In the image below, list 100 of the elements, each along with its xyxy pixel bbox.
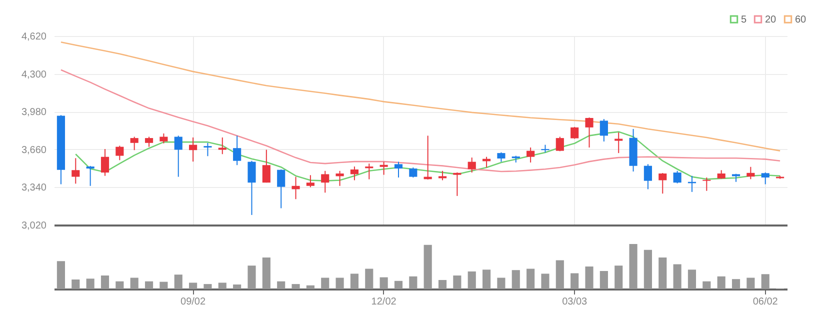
y-tick-label: 4,620 (21, 32, 47, 42)
bar (130, 278, 138, 289)
candlestick (248, 160, 256, 216)
bar (482, 270, 491, 289)
bar (570, 273, 579, 289)
candlestick (365, 163, 374, 180)
bar (365, 268, 374, 289)
bar (189, 282, 198, 289)
candlestick (600, 118, 608, 142)
bar (380, 277, 388, 289)
y-tick-label: 3,340 (21, 182, 47, 194)
bar (336, 278, 344, 289)
line-series (60, 41, 781, 152)
candlestick (306, 174, 314, 188)
candlestick (409, 166, 418, 178)
candlestick (468, 157, 476, 174)
candlestick (218, 136, 226, 155)
bar (174, 274, 182, 289)
legend-label: 20 (765, 14, 777, 26)
y-tick-label: 3,660 (21, 144, 47, 156)
candlestick (702, 177, 711, 192)
bar (144, 281, 154, 289)
bar (86, 278, 94, 289)
bar (233, 284, 242, 289)
candlestick (761, 172, 770, 185)
bar (72, 280, 80, 289)
candlestick (658, 172, 667, 194)
candlestick (100, 148, 110, 176)
candlestick (72, 158, 80, 184)
candlestick (144, 136, 154, 148)
bar (688, 270, 696, 289)
candlestick (292, 176, 300, 200)
bar (629, 244, 638, 289)
candlestick (394, 161, 403, 178)
candlestick (497, 152, 506, 162)
candlestick (570, 126, 579, 140)
candlestick (160, 132, 168, 144)
bar (497, 278, 506, 289)
candlestick (644, 164, 652, 190)
bar (585, 266, 594, 289)
candlestick (585, 117, 594, 148)
bar (644, 250, 652, 289)
bar (116, 281, 124, 289)
bar (673, 264, 682, 289)
candlestick (336, 170, 344, 186)
line-series (60, 69, 781, 172)
bar (100, 276, 110, 289)
bar (204, 284, 212, 289)
candlestick (116, 145, 124, 161)
legend-label: 5 (741, 14, 747, 26)
candlestick (380, 161, 388, 176)
y-tick-label: 4,300 (21, 69, 47, 80)
bar (761, 274, 770, 289)
bar (512, 270, 520, 289)
candlestick (556, 136, 564, 152)
bar (614, 266, 623, 289)
x-tick-label: 09/02 (180, 296, 206, 308)
candlestick (350, 166, 358, 181)
candlestick (262, 149, 270, 184)
legend-label: 60 (795, 14, 807, 26)
bar (541, 274, 550, 289)
bar (526, 268, 535, 289)
candlestick (673, 170, 682, 184)
bar (160, 282, 168, 289)
bar (600, 271, 608, 289)
bar (56, 261, 66, 289)
candlestick (174, 135, 182, 178)
bar (306, 285, 314, 289)
bar (321, 278, 330, 289)
bar (424, 244, 432, 289)
candlestick (86, 165, 94, 186)
bar (746, 278, 755, 289)
candlestick (746, 166, 755, 180)
bar (277, 281, 286, 289)
bar (218, 282, 226, 289)
candlestick (204, 142, 212, 157)
bar (717, 276, 726, 289)
x-tick-label: 06/02 (752, 296, 778, 308)
bar (248, 266, 256, 289)
candlestick (277, 168, 286, 209)
bar (468, 271, 476, 289)
candlestick (614, 132, 623, 154)
bar (350, 274, 358, 289)
bar (409, 276, 418, 289)
bar (556, 260, 564, 289)
x-tick-label: 12/02 (371, 296, 397, 308)
bar (394, 280, 403, 289)
y-tick-label: 3,020 (21, 220, 47, 232)
bar (658, 258, 667, 289)
candlestick (526, 147, 535, 164)
x-tick-label: 03/03 (562, 296, 588, 308)
candlestick (189, 136, 198, 162)
bar (702, 281, 711, 289)
bar (453, 276, 462, 289)
candlestick (130, 136, 138, 151)
candlestick (321, 170, 330, 194)
y-tick-label: 3,980 (21, 107, 47, 118)
candlestick (453, 172, 462, 196)
bar (292, 284, 300, 289)
bar (438, 280, 447, 289)
